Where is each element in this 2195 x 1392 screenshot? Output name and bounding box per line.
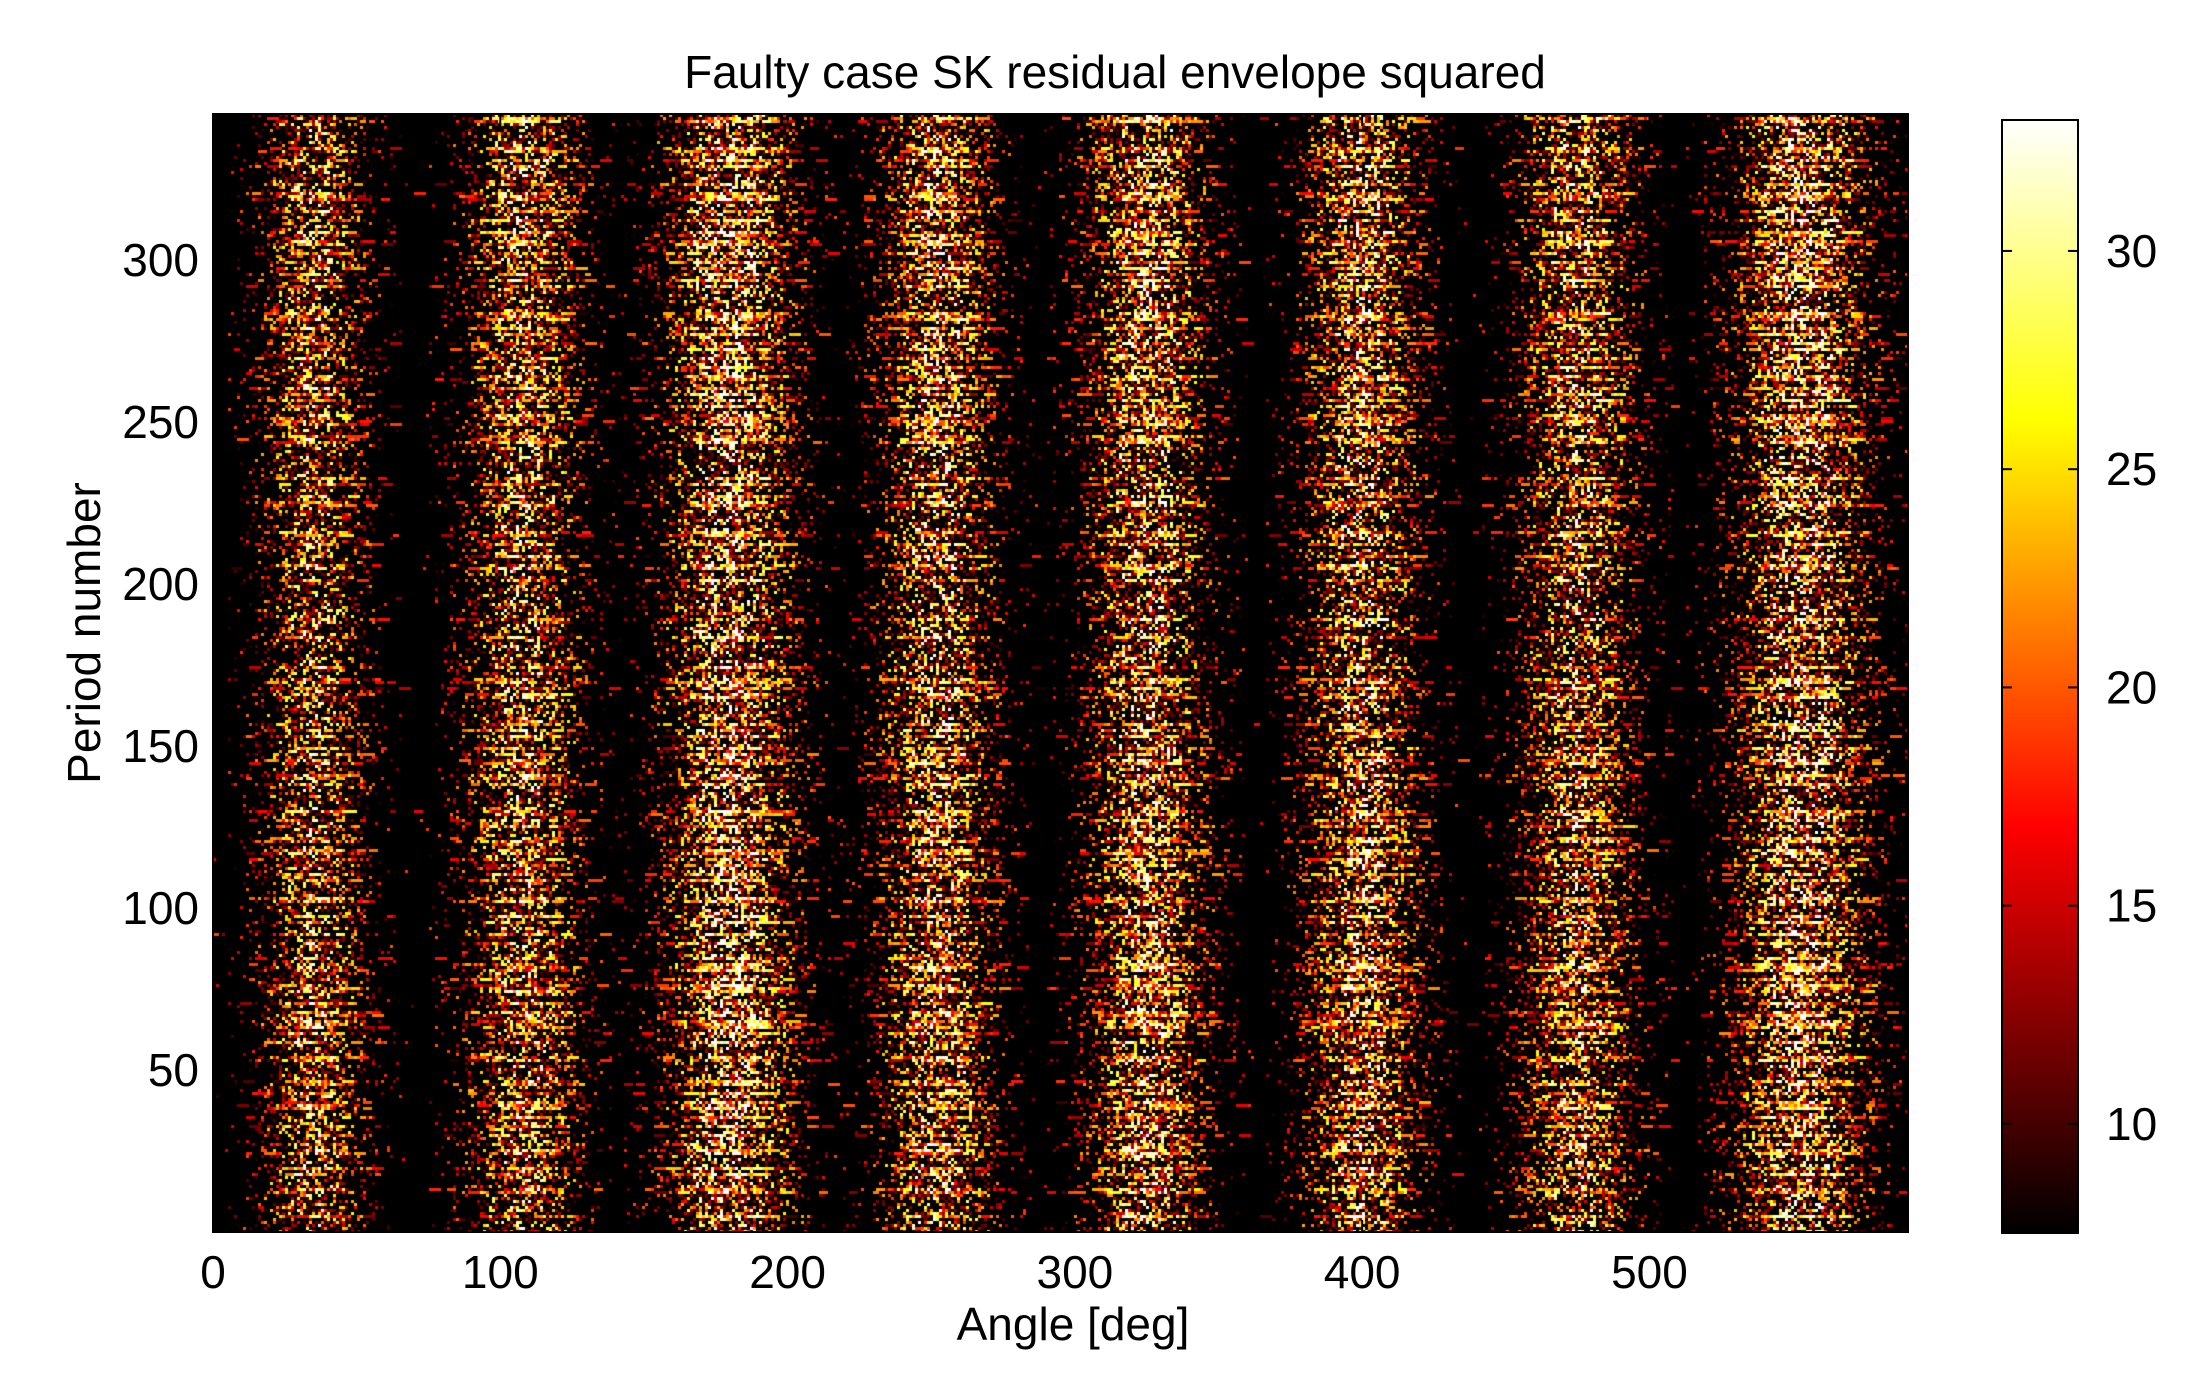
y-tick-label: 100 [122,882,199,934]
colorbar-gradient-wrapper [2002,120,2078,1233]
colorbar-gradient [2002,120,2078,1233]
y-axis-label: Period number [58,482,110,784]
y-tick-label: 50 [148,1044,199,1096]
colorbar-frame [2001,119,2079,1234]
x-tick-label: 100 [462,1246,539,1298]
x-tick-label: 200 [749,1246,826,1298]
plot-frame [212,113,1909,1233]
colorbar-tick-label: 25 [2106,443,2157,495]
y-tick-label: 200 [122,558,199,610]
x-tick-label: 0 [200,1246,226,1298]
y-tick-label: 300 [122,234,199,286]
colorbar-tick-label: 10 [2106,1098,2157,1150]
heatmap-image-wrapper [213,114,1908,1232]
colorbar-tick-label: 20 [2106,661,2157,713]
y-axis-ticks: 50 100 150 200 250 300 [122,234,1908,1096]
colorbar-tick-label: 30 [2106,225,2157,277]
heatmap-image [213,114,1908,1232]
y-tick-label: 250 [122,396,199,448]
x-tick-label: 500 [1611,1246,1688,1298]
x-axis-ticks: 0 100 200 300 400 500 [200,114,1688,1298]
x-axis-label: Angle [deg] [957,1298,1190,1350]
chart-title: Faulty case SK residual envelope squared [684,46,1546,98]
y-tick-label: 150 [122,720,199,772]
x-tick-label: 400 [1324,1246,1401,1298]
x-tick-label: 300 [1036,1246,1113,1298]
colorbar-ticks: 10 15 20 25 30 [2002,225,2157,1150]
colorbar-tick-label: 15 [2106,880,2157,932]
